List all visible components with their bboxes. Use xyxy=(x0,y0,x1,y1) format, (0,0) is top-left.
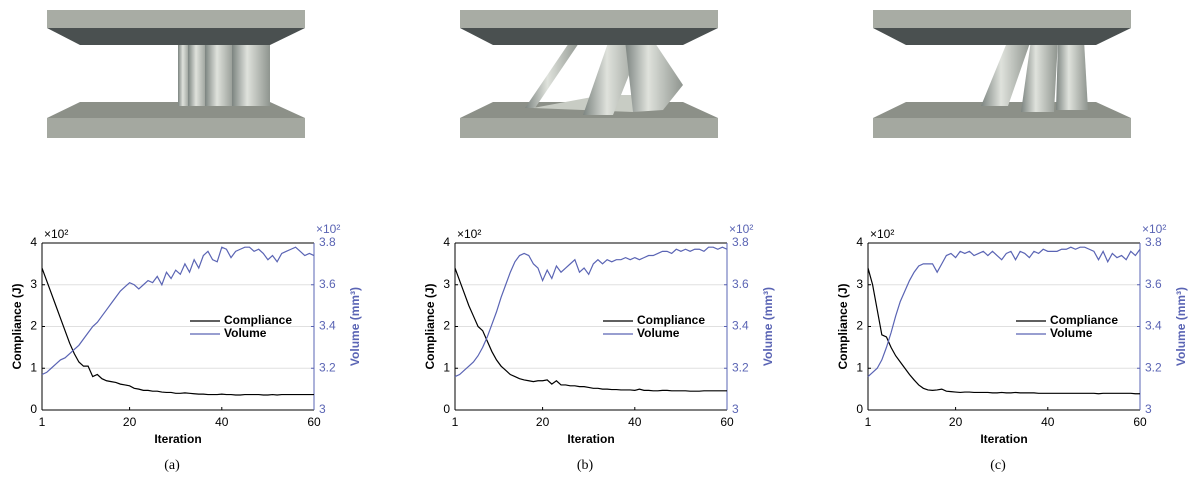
x-tick-label: 1 xyxy=(865,415,872,429)
series-line xyxy=(455,268,727,391)
legend-label: Volume xyxy=(224,326,267,340)
legend-label: Compliance xyxy=(224,313,292,327)
y-multiplier: ×10² xyxy=(457,227,481,241)
caption: (c) xyxy=(990,458,1006,473)
y-axis-label: Compliance (J) xyxy=(10,283,24,369)
y2-axis-label: Volume (mm³) xyxy=(761,287,775,366)
y-tick-label: 0 xyxy=(30,402,37,416)
y2-tick-label: 3.6 xyxy=(732,277,749,291)
y-tick-label: 1 xyxy=(30,360,37,374)
y2-tick-label: 3.6 xyxy=(319,277,336,291)
y2-tick-label: 3.8 xyxy=(732,235,749,249)
y2-multiplier: ×10² xyxy=(1142,222,1166,236)
y2-tick-label: 3.8 xyxy=(1145,235,1162,249)
y-axis-label: Compliance (J) xyxy=(423,283,437,369)
x-axis-label: Iteration xyxy=(980,432,1027,446)
y-multiplier: ×10² xyxy=(44,227,68,241)
figure: 0123433.23.43.63.81204060ComplianceVolum… xyxy=(0,0,1192,482)
x-tick-label: 40 xyxy=(628,415,642,429)
render-a xyxy=(47,10,305,138)
series-line xyxy=(868,268,1140,394)
y-tick-label: 1 xyxy=(443,360,450,374)
y-tick-label: 2 xyxy=(443,319,450,333)
y2-axis-label: Volume (mm³) xyxy=(348,287,362,366)
x-tick-label: 60 xyxy=(720,415,734,429)
x-tick-label: 1 xyxy=(39,415,46,429)
y2-tick-label: 3.8 xyxy=(319,235,336,249)
y-tick-label: 2 xyxy=(30,319,37,333)
y-tick-label: 1 xyxy=(856,360,863,374)
series-line xyxy=(455,247,727,376)
x-tick-label: 60 xyxy=(307,415,321,429)
y-tick-label: 0 xyxy=(443,402,450,416)
y2-tick-label: 3 xyxy=(319,402,326,416)
x-tick-label: 20 xyxy=(123,415,137,429)
y2-tick-label: 3.2 xyxy=(732,360,749,374)
y2-axis-label: Volume (mm³) xyxy=(1174,287,1188,366)
y2-tick-label: 3.6 xyxy=(1145,277,1162,291)
caption: (a) xyxy=(164,458,180,473)
x-axis-label: Iteration xyxy=(567,432,614,446)
y-tick-label: 3 xyxy=(443,277,450,291)
y2-tick-label: 3.2 xyxy=(319,360,336,374)
series-line xyxy=(42,268,314,395)
series-line xyxy=(868,247,1140,376)
y2-tick-label: 3.4 xyxy=(732,319,749,333)
x-tick-label: 20 xyxy=(949,415,963,429)
x-tick-label: 1 xyxy=(452,415,459,429)
y2-tick-label: 3.4 xyxy=(319,319,336,333)
y2-tick-label: 3 xyxy=(732,402,739,416)
y-tick-label: 0 xyxy=(856,402,863,416)
legend-label: Volume xyxy=(637,326,680,340)
x-tick-label: 20 xyxy=(536,415,550,429)
series-line xyxy=(42,247,314,374)
y-tick-label: 4 xyxy=(30,235,37,249)
y-axis-label: Compliance (J) xyxy=(836,283,850,369)
y-tick-label: 3 xyxy=(30,277,37,291)
x-tick-label: 40 xyxy=(1041,415,1055,429)
y2-multiplier: ×10² xyxy=(729,222,753,236)
x-axis-label: Iteration xyxy=(154,432,201,446)
y-tick-label: 4 xyxy=(443,235,450,249)
x-tick-label: 60 xyxy=(1133,415,1147,429)
y2-multiplier: ×10² xyxy=(316,222,340,236)
render-c xyxy=(873,10,1131,138)
y2-tick-label: 3.2 xyxy=(1145,360,1162,374)
y2-tick-label: 3.4 xyxy=(1145,319,1162,333)
y-tick-label: 3 xyxy=(856,277,863,291)
render-b xyxy=(460,10,718,138)
legend-label: Compliance xyxy=(637,313,705,327)
caption: (b) xyxy=(577,458,594,473)
y-multiplier: ×10² xyxy=(870,227,894,241)
y2-tick-label: 3 xyxy=(1145,402,1152,416)
legend-label: Compliance xyxy=(1050,313,1118,327)
x-tick-label: 40 xyxy=(215,415,229,429)
legend-label: Volume xyxy=(1050,326,1093,340)
y-tick-label: 2 xyxy=(856,319,863,333)
y-tick-label: 4 xyxy=(856,235,863,249)
